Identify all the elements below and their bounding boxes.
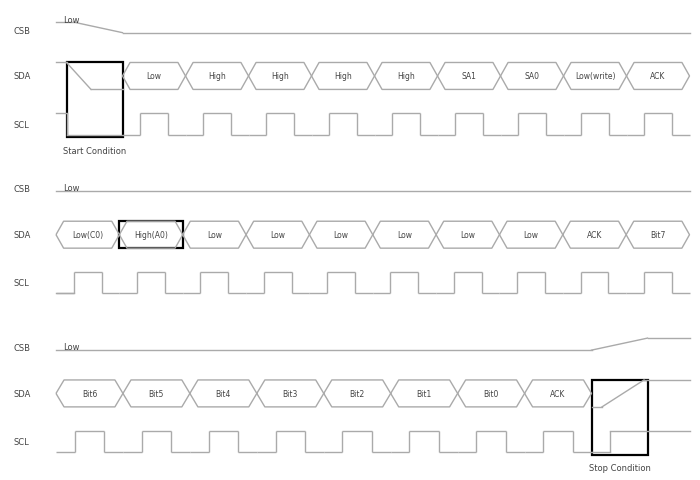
Text: Low: Low	[270, 231, 285, 240]
Text: SCL: SCL	[14, 437, 29, 446]
Text: Bit6: Bit6	[82, 389, 97, 398]
Text: SA0: SA0	[524, 72, 540, 81]
Text: Stop Condition: Stop Condition	[589, 463, 650, 472]
Text: Low(write): Low(write)	[575, 72, 615, 81]
Text: SCL: SCL	[14, 120, 29, 129]
Text: Bit0: Bit0	[484, 389, 499, 398]
Text: High: High	[271, 72, 289, 81]
Text: SCL: SCL	[14, 279, 29, 288]
Text: Bit5: Bit5	[148, 389, 164, 398]
Text: Low: Low	[63, 342, 80, 351]
Text: Low: Low	[334, 231, 349, 240]
Text: ACK: ACK	[587, 231, 602, 240]
Text: ACK: ACK	[550, 389, 566, 398]
Text: Bit2: Bit2	[349, 389, 365, 398]
Text: Low: Low	[524, 231, 538, 240]
Text: High: High	[208, 72, 226, 81]
Text: Low: Low	[146, 72, 162, 81]
Text: Low: Low	[207, 231, 222, 240]
Text: Low: Low	[461, 231, 475, 240]
Text: Start Condition: Start Condition	[63, 146, 126, 156]
Bar	[119, 222, 183, 249]
Text: High: High	[397, 72, 415, 81]
Text: SDA: SDA	[14, 72, 32, 81]
Text: SDA: SDA	[14, 231, 32, 240]
Text: High: High	[334, 72, 352, 81]
Text: CSB: CSB	[14, 27, 31, 36]
Text: Low: Low	[397, 231, 412, 240]
Text: Low: Low	[63, 184, 80, 192]
Text: ACK: ACK	[650, 72, 666, 81]
Text: Bit1: Bit1	[416, 389, 432, 398]
Text: Low(C0): Low(C0)	[72, 231, 103, 240]
Text: High(A0): High(A0)	[134, 231, 168, 240]
Text: SA1: SA1	[461, 72, 477, 81]
Bar	[66, 63, 122, 138]
Text: Low: Low	[63, 16, 80, 24]
Text: CSB: CSB	[14, 344, 31, 352]
Text: Bit7: Bit7	[650, 231, 666, 240]
Text: Bit4: Bit4	[216, 389, 231, 398]
Text: SDA: SDA	[14, 389, 32, 398]
Text: CSB: CSB	[14, 185, 31, 194]
Bar	[592, 380, 648, 455]
Text: Bit3: Bit3	[283, 389, 298, 398]
